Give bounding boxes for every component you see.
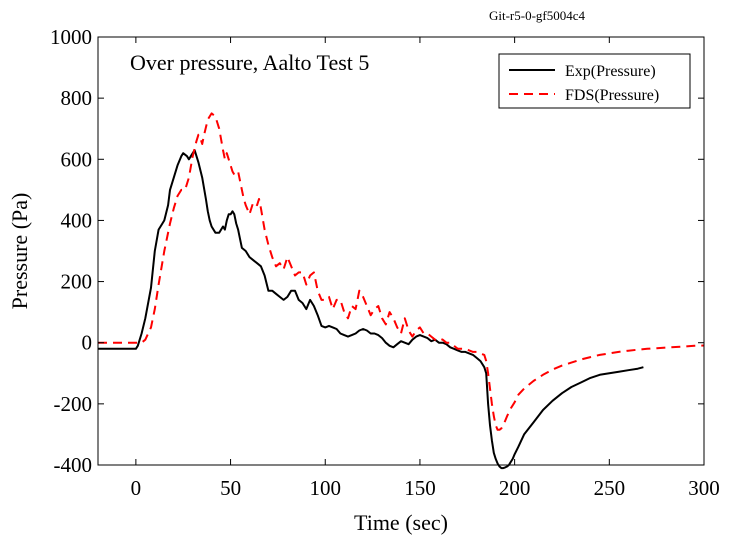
y-tick-label: 600 [61, 147, 93, 171]
y-tick-label: 200 [61, 270, 93, 294]
y-tick-label: -400 [54, 453, 93, 477]
y-tick-label: 400 [61, 208, 93, 232]
y-tick-label: -200 [54, 392, 93, 416]
version-label: Git-r5-0-gf5004c4 [489, 8, 586, 23]
chart-title: Over pressure, Aalto Test 5 [130, 50, 369, 75]
x-tick-label: 200 [499, 476, 531, 500]
series-line-fds [98, 112, 705, 431]
x-axis-label: Time (sec) [354, 510, 448, 535]
x-tick-label: 0 [131, 476, 142, 500]
y-tick-label: 0 [82, 331, 93, 355]
legend-label-fds: FDS(Pressure) [565, 87, 659, 104]
plot-frame [97, 36, 705, 466]
y-tick-label: 800 [61, 86, 93, 110]
x-tick-label: 300 [688, 476, 720, 500]
x-tick-label: 150 [404, 476, 436, 500]
x-tick-label: 250 [594, 476, 626, 500]
y-tick-label: 1000 [50, 25, 92, 49]
x-tick-label: 50 [220, 476, 241, 500]
legend-label-exp: Exp(Pressure) [565, 63, 656, 80]
series-layer [98, 112, 705, 470]
x-tick-label: 100 [310, 476, 342, 500]
tick-layer: 0 50 100 150 200 250 300 -400 -200 0 200 400 600 800 1… [50, 25, 720, 500]
y-axis-label: Pressure (Pa) [7, 193, 32, 310]
legend: Exp(Pressure) FDS(Pressure) [498, 53, 691, 109]
legend-box [498, 53, 691, 109]
series-line-exp [98, 149, 644, 470]
